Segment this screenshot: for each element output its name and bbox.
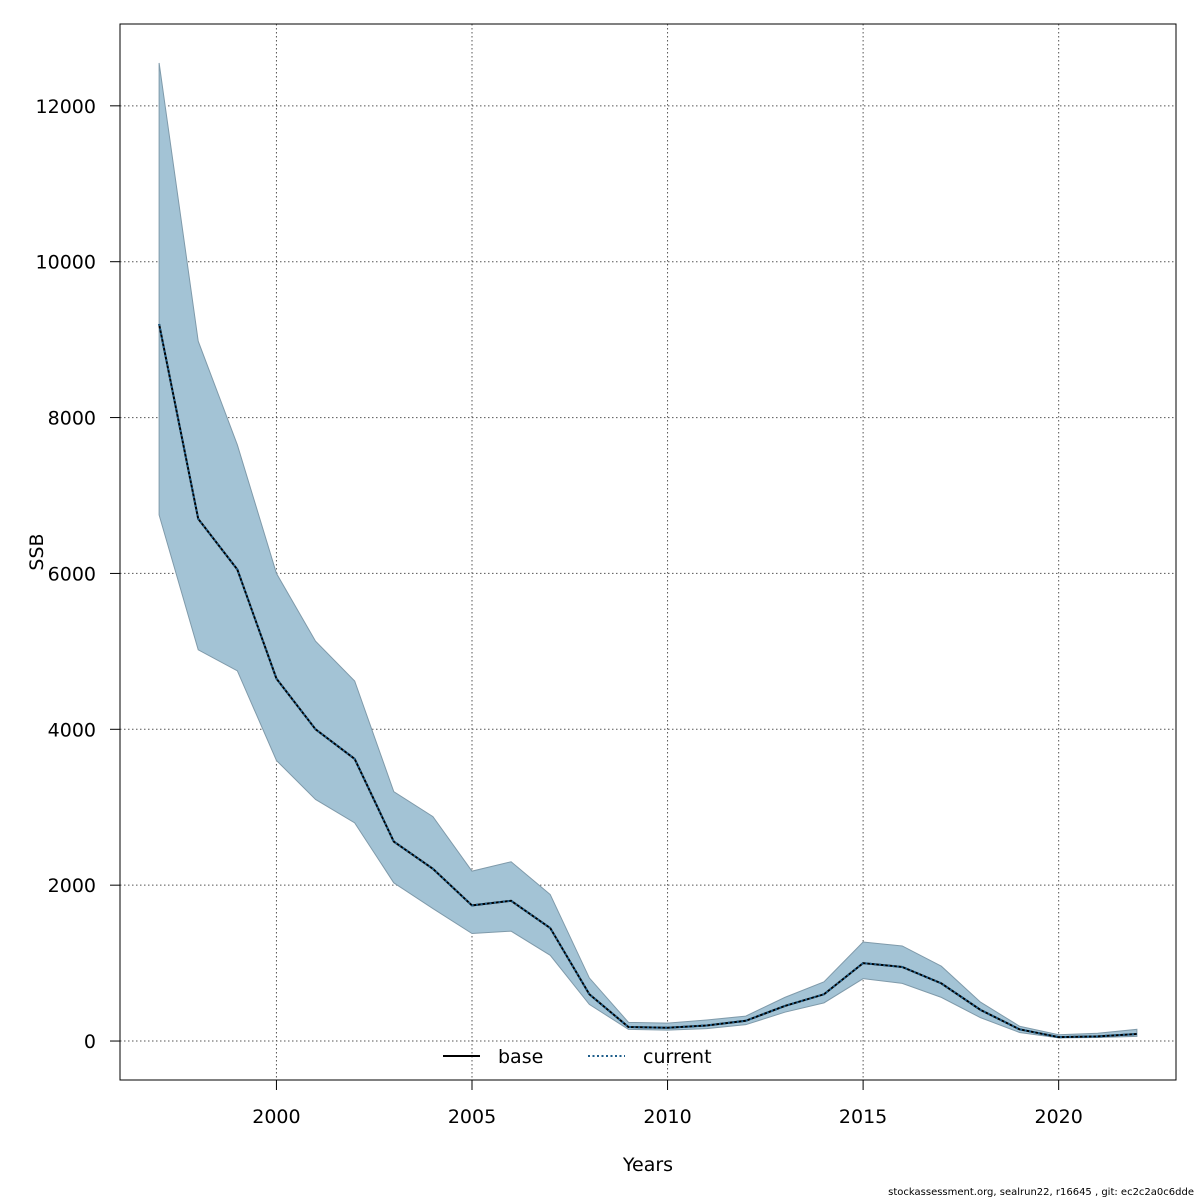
y-tick-label: 10000 <box>36 252 96 274</box>
x-tick-label: 2010 <box>643 1106 691 1128</box>
series-line-current <box>158 323 1137 1039</box>
y-tick-label: 8000 <box>48 408 96 430</box>
x-tick-label: 2020 <box>1034 1106 1082 1128</box>
x-tick-label: 2015 <box>839 1106 887 1128</box>
y-tick-label: 2000 <box>48 875 96 897</box>
y-tick-label: 0 <box>84 1031 96 1053</box>
legend-label-base: base <box>498 1046 543 1068</box>
footer-credit: stockassessment.org, sealrun22, r16645 ,… <box>888 1187 1194 1198</box>
x-axis: 2000 2005 2010 2015 2020 <box>252 1080 1083 1128</box>
y-tick-label: 6000 <box>48 563 96 585</box>
x-tick-label: 2000 <box>252 1106 300 1128</box>
grid-lines <box>120 24 1176 1080</box>
series-lines <box>158 323 1137 1039</box>
confidence-band <box>158 62 1138 1039</box>
y-axis-title: SSB <box>26 533 48 570</box>
legend-label-current: current <box>643 1046 712 1068</box>
confidence-band-area <box>158 62 1138 1039</box>
legend: base current <box>443 1046 712 1068</box>
y-tick-label: 12000 <box>36 96 96 118</box>
x-tick-label: 2005 <box>448 1106 496 1128</box>
y-tick-label: 4000 <box>48 719 96 741</box>
y-axis: 0 2000 4000 6000 8000 10000 12000 <box>36 96 120 1053</box>
plot-frame <box>119 23 1177 1081</box>
x-axis-title: Years <box>622 1154 673 1176</box>
